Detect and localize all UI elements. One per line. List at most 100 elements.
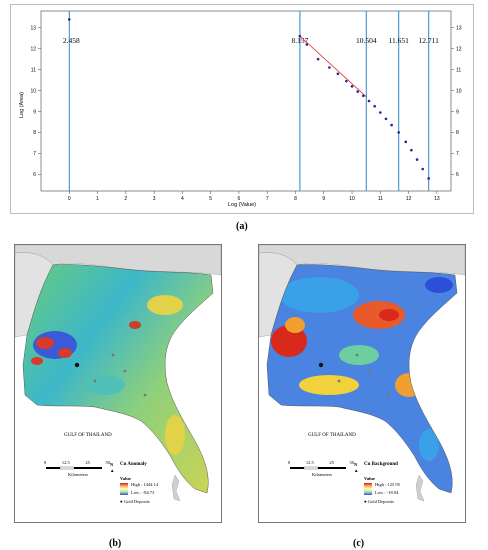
x-tick-label: 9 — [322, 196, 325, 202]
data-point — [350, 85, 354, 88]
threshold-label: 2.458 — [63, 36, 80, 45]
cu-anomaly-map: GULF OF THAILAND 0 12.5 25 50 Kilometers… — [6, 236, 228, 529]
scale-tick-0: 0 — [288, 460, 291, 465]
data-point — [384, 117, 388, 121]
x-tick-label: 0 — [68, 196, 71, 202]
data-point — [345, 79, 348, 83]
y-tick-label: 10 — [30, 88, 36, 94]
x-tick-label: 3 — [153, 196, 156, 202]
data-point — [367, 99, 371, 103]
x-tick-label: 4 — [181, 196, 184, 202]
caption-b: (b) — [109, 538, 122, 549]
legend-deposits: ● Gold Deposits — [120, 499, 150, 504]
scale-tick-3: 50 — [349, 460, 355, 465]
x-tick-label: 13 — [434, 196, 440, 202]
caption-a: (a) — [236, 221, 248, 232]
x-axis-label: Log (Value) — [228, 202, 256, 208]
data-point — [390, 123, 393, 127]
data-point — [397, 131, 401, 134]
y-axis-label: Log (Area) — [19, 92, 25, 118]
threshold-label: 8.157 — [291, 36, 308, 45]
legend-deposits: ● Gold Deposits — [364, 499, 394, 504]
x-tick-label: 10 — [349, 196, 355, 202]
legend-title: Cu Background — [364, 462, 398, 467]
scale-bar — [46, 466, 102, 470]
y-tick-label: 13 — [30, 26, 36, 32]
scale-labels — [288, 462, 350, 476]
data-point — [362, 94, 365, 98]
data-point — [415, 158, 419, 161]
data-point — [427, 177, 430, 180]
legend-low: Low : -18.04 — [375, 490, 399, 495]
scale-tick-1: 12.5 — [61, 460, 70, 465]
data-point — [336, 72, 340, 76]
x-tick-label: 8 — [294, 196, 297, 202]
scale-unit: Kilometers — [312, 472, 332, 477]
y-tick-label: 9 — [33, 109, 36, 115]
y-tick-label-right: 7 — [456, 151, 459, 157]
data-point — [298, 34, 302, 38]
y-tick-label-right: 11 — [456, 67, 461, 73]
anomaly-map-svg — [15, 245, 221, 522]
legend-high: High : 1444.14 — [131, 482, 159, 487]
plot-area — [40, 10, 452, 192]
north-arrow: N ▲ — [354, 462, 359, 473]
legend-value-label: Value — [364, 476, 375, 481]
x-tick-label: 2 — [124, 196, 127, 202]
data-point — [379, 111, 382, 114]
data-point — [373, 104, 376, 108]
fit-line — [299, 35, 367, 98]
caption-c: (c) — [353, 538, 365, 549]
scale-tick-1: 12.5 — [305, 460, 314, 465]
legend-high: High : 125.95 — [375, 482, 400, 487]
y-tick-label-right: 9 — [456, 109, 459, 115]
scale-bar — [290, 466, 346, 470]
threshold-label: 11.651 — [389, 36, 410, 45]
background-map-svg — [259, 245, 465, 522]
y-tick-label-right: 12 — [456, 46, 462, 52]
y-tick-label: 6 — [33, 172, 36, 178]
x-tick-label: 7 — [266, 196, 269, 202]
threshold-label: 10.504 — [356, 36, 377, 45]
y-tick-label-right: 13 — [456, 26, 462, 32]
legend-colorbar — [120, 483, 128, 495]
scale-unit: Kilometers — [68, 472, 88, 477]
gulf-label: GULF OF THAILAND — [308, 433, 356, 438]
x-tick-label: 5 — [209, 196, 212, 202]
data-point — [356, 90, 359, 93]
scale-tick-0: 0 — [44, 460, 47, 465]
scale-tick-2: 25 — [329, 460, 334, 465]
background-map-frame — [258, 244, 466, 523]
y-tick-label: 7 — [33, 151, 36, 157]
data-point — [421, 167, 425, 171]
deposit-icon: ● — [364, 499, 367, 504]
fractal-plot-panel: 0 1 2 3 4 5 6 7 8 9 10 11 12 13 6 6 7 7 8 8 9 9 10 10 11 11 12 12 13… — [10, 4, 474, 214]
data-point — [328, 66, 331, 69]
y-tick-label: 8 — [33, 130, 36, 136]
scale-tick-3: 50 — [105, 460, 111, 465]
data-point — [316, 57, 320, 61]
legend-title: Cu Anomaly — [120, 462, 147, 467]
threshold-label: 12.711 — [419, 36, 440, 45]
cu-background-map: GULF OF THAILAND 0 12.5 25 50 Kilometers… — [250, 236, 472, 529]
data-point — [404, 140, 408, 144]
data-point — [67, 18, 71, 21]
scale-tick-2: 25 — [85, 460, 90, 465]
x-tick-label: 11 — [378, 196, 383, 202]
legend-value-label: Value — [120, 476, 131, 481]
x-tick-label: 6 — [238, 196, 241, 202]
x-tick-label: 12 — [406, 196, 412, 202]
y-tick-label: 12 — [30, 46, 36, 52]
north-arrow: N ▲ — [110, 462, 115, 473]
legend-colorbar — [364, 483, 372, 495]
x-tick-label: 1 — [96, 196, 99, 202]
deposit-icon: ● — [120, 499, 123, 504]
data-point — [410, 148, 413, 152]
y-tick-label: 11 — [31, 67, 36, 73]
scale-labels — [44, 462, 106, 476]
anomaly-map-frame — [14, 244, 222, 523]
y-tick-label-right: 6 — [456, 172, 459, 178]
gulf-label: GULF OF THAILAND — [64, 433, 112, 438]
y-tick-label-right: 10 — [456, 88, 462, 94]
